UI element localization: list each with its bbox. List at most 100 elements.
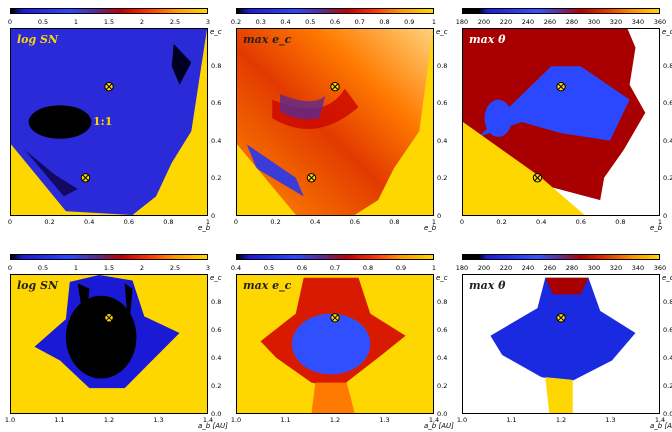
- x-axis-label: a_b [AU]: [650, 422, 672, 430]
- resonance-region: [65, 295, 137, 379]
- circled-x-marker: [104, 81, 114, 92]
- colorbar-tick-label: 300: [587, 264, 601, 272]
- colorbar-tick-label: 220: [499, 18, 513, 26]
- x-tick-label: 1: [657, 218, 663, 226]
- chaotic-streak: [24, 149, 78, 197]
- y-axis-label: e_c: [662, 274, 672, 282]
- marker-cross: [331, 83, 339, 90]
- colorbar-tick-label: 360: [653, 264, 667, 272]
- marker-cross: [331, 314, 339, 321]
- colorbar-tick-label: 280: [565, 264, 579, 272]
- y-tick-label: 0.4: [663, 136, 672, 145]
- resonance-region: [28, 105, 92, 139]
- x-tick-label: 0.6: [575, 218, 586, 226]
- panel-label: max e_c: [243, 279, 292, 292]
- colorbar-tick-label: 360: [653, 18, 667, 26]
- colorbar-tick-label: 0: [7, 18, 13, 26]
- colorbar: [236, 8, 434, 14]
- panel-label: max θ: [469, 33, 506, 46]
- x-tick-label: 0: [7, 218, 13, 226]
- colorbar-ticks: 180 200 220 240 260 280 300 320 340 360: [456, 264, 666, 276]
- x-tick-label: 1.2: [329, 416, 341, 424]
- low-ecc-streak: [246, 144, 304, 197]
- colorbar-tick-label: 3: [205, 264, 211, 272]
- colorbar-tick-label: 0.5: [37, 18, 49, 26]
- colorbar-tick-label: 1: [431, 264, 437, 272]
- y-axis-label: e_c: [210, 28, 222, 36]
- colorbar-tick-label: 1.5: [103, 18, 115, 26]
- chart-panel-1: 0 0.5 1 1.5 2 2.5 3 log SN 1:1 0.8 0.6 0.4 0.2 0 e_c 0 0…: [7, 8, 232, 234]
- x-tick-label: 0.2: [44, 218, 55, 226]
- colorbar-tick-label: 200: [477, 18, 491, 26]
- chart-panel-2: 0.2 0.3 0.4 0.5 0.6 0.7 0.8 0.9 1 max e_c 0.8 0.6 0.…: [231, 8, 458, 234]
- colorbar-tick-label: 2: [139, 18, 145, 26]
- y-tick-label: 0.2: [211, 174, 222, 183]
- circled-x-marker: [330, 81, 340, 92]
- x-tick-label: 1.1: [54, 416, 65, 424]
- circulation-region: [478, 66, 630, 141]
- colorbar-tick-label: 2.5: [169, 18, 181, 26]
- circled-x-marker: [556, 313, 566, 323]
- x-tick-label: 0.6: [123, 218, 134, 226]
- colorbar-tick-label: 260: [543, 264, 557, 272]
- marker-cross: [105, 314, 113, 321]
- x-tick-label: 0: [459, 218, 465, 226]
- colorbar-tick-label: 2: [139, 264, 145, 272]
- y-tick-label: 0.4: [437, 354, 448, 362]
- circulation-region: [490, 277, 636, 383]
- y-tick-label: 0.8: [663, 298, 672, 306]
- marker-cross: [534, 174, 541, 181]
- colorbar-tick-label: 240: [521, 18, 535, 26]
- colorbar-tick-label: 0.8: [379, 18, 390, 26]
- colorbar-ticks: 0 0.5 1 1.5 2 2.5 3: [7, 18, 210, 30]
- heatmap-svg: [237, 29, 433, 215]
- colorbar-tick-label: 0.7: [354, 18, 365, 26]
- marker-cross: [105, 83, 113, 90]
- circled-x-marker: [80, 173, 91, 183]
- circled-x-marker: [556, 81, 566, 92]
- panel-label: log SN: [17, 33, 59, 46]
- x-tick-label: 1.0: [456, 416, 468, 424]
- y-axis-label: e_c: [436, 28, 448, 36]
- circled-x-marker: [532, 173, 543, 183]
- heatmap-svg: [463, 29, 659, 215]
- colorbar-tick-label: 0.7: [329, 264, 341, 272]
- unstable-region: [237, 144, 296, 215]
- colorbar-tick-label: 0.5: [37, 264, 49, 272]
- tail-region: [311, 382, 355, 413]
- colorbar-ticks: 180 200 220 240 260 280 300 320 340 360: [456, 18, 666, 30]
- colorbar-tick-label: 220: [499, 264, 513, 272]
- colorbar-tick-label: 200: [477, 264, 491, 272]
- x-tick-label: 1.0: [230, 416, 242, 424]
- y-tick-label: 0.6: [211, 326, 222, 334]
- y-tick-label: 0.2: [663, 174, 672, 183]
- heatmap-area: log SN: [10, 274, 208, 414]
- y-tick-label: 0.6: [437, 326, 448, 334]
- x-axis-label: a_b [AU]: [198, 422, 228, 430]
- colorbar-tick-label: 0: [7, 264, 13, 272]
- colorbar-tick-label: 0.9: [404, 18, 415, 26]
- circled-x-marker: [104, 313, 114, 323]
- heatmap-svg: [463, 275, 659, 413]
- x-tick-label: 1.2: [103, 416, 115, 424]
- y-tick-label: 0.8: [437, 298, 448, 306]
- tail-region: [545, 377, 573, 413]
- y-tick-label: 0.4: [211, 136, 222, 145]
- y-tick-label: 0.2: [437, 174, 448, 183]
- y-axis-label: e_c: [436, 274, 448, 282]
- y-tick-label: 0.4: [211, 354, 222, 362]
- y-tick-label: 0.6: [663, 326, 672, 334]
- x-tick-label: 1.1: [280, 416, 291, 424]
- colorbar-tick-label: 0.2: [230, 18, 242, 26]
- marker-cross: [557, 83, 565, 90]
- colorbar-tick-label: 240: [521, 264, 535, 272]
- colorbar: [462, 254, 660, 260]
- x-axis-label: e_b: [424, 224, 437, 232]
- colorbar-tick-label: 0.5: [263, 264, 275, 272]
- colorbar: [10, 8, 208, 14]
- heatmap-svg: [237, 275, 433, 413]
- y-tick-label: 0.6: [663, 99, 672, 108]
- colorbar-tick-label: 0.5: [305, 18, 316, 26]
- colorbar-tick-label: 0.6: [329, 18, 341, 26]
- colorbar-ticks: 0.2 0.3 0.4 0.5 0.6 0.7 0.8 0.9 1: [231, 18, 436, 30]
